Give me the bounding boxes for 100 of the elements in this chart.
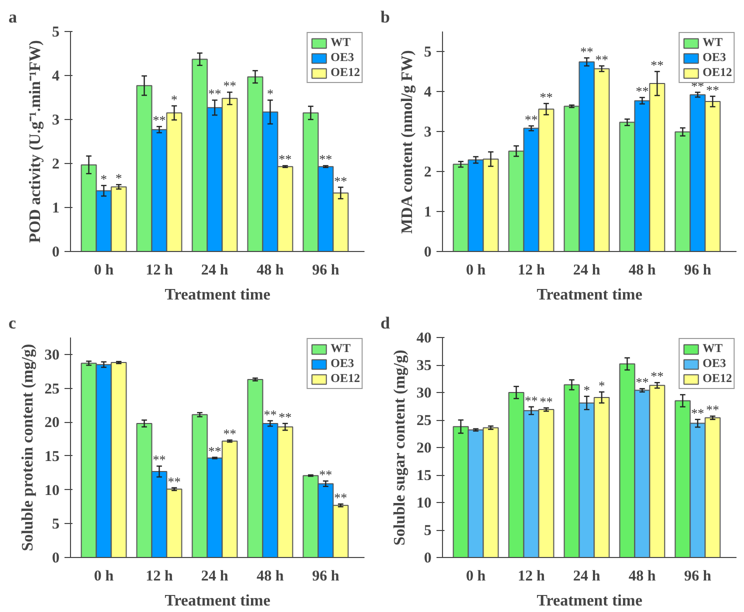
x-tick-label: 24 h — [573, 568, 601, 584]
data-label: ** — [208, 86, 222, 102]
x-tick-label: 0 h — [94, 568, 114, 584]
y-tick-label: 3 — [424, 124, 432, 140]
legend-label: WT — [702, 341, 723, 356]
x-tick-label: 96 h — [312, 262, 340, 278]
x-tick-label: 0 h — [466, 262, 486, 278]
legend-label: WT — [330, 341, 351, 356]
y-tick-label: 0 — [424, 550, 432, 566]
y-tick-label: 15 — [416, 468, 432, 484]
legend-label: OE3 — [702, 50, 726, 65]
x-tick-label: 96 h — [312, 568, 340, 584]
x-tick-label: 12 h — [146, 568, 174, 584]
y-tick-label: 30 — [416, 386, 432, 402]
data-label: ** — [278, 409, 292, 424]
data-label: ** — [636, 374, 649, 390]
data-label: ** — [319, 152, 332, 167]
chart-title: c — [8, 314, 16, 332]
data-label: * — [266, 86, 274, 102]
x-tick-label: 48 h — [256, 568, 284, 584]
x-tick-label: 48 h — [256, 262, 284, 278]
x-tick-label: 96 h — [684, 568, 712, 584]
y-axis-title: Soluble sugar content (mg/g) — [392, 350, 408, 546]
legend-label: OE12 — [702, 65, 732, 80]
x-tick-label: 24 h — [201, 262, 229, 278]
x-tick-label: 12 h — [518, 568, 546, 584]
legend-label: OE3 — [702, 356, 726, 371]
y-tick-label: 0 — [52, 550, 60, 566]
legend-label: OE12 — [330, 371, 360, 386]
y-tick-label: 3 — [52, 112, 60, 128]
legend-label: OE3 — [330, 50, 354, 65]
data-label: ** — [152, 452, 166, 468]
y-tick-label: 4 — [424, 84, 432, 100]
data-label: ** — [334, 173, 348, 188]
y-axis-title: POD activity (U.g⁻¹.min⁻¹FW) — [27, 40, 44, 243]
data-label: ** — [524, 392, 538, 408]
y-tick-label: 5 — [424, 44, 432, 60]
data-label: ** — [691, 405, 704, 420]
data-label: ** — [595, 52, 608, 67]
data-label: ** — [706, 82, 720, 98]
data-label: * — [598, 378, 605, 393]
data-label: ** — [650, 58, 664, 72]
y-tick-label: 10 — [416, 496, 432, 512]
y-tick-label: 20 — [416, 440, 432, 456]
y-tick-label: 2 — [52, 156, 60, 172]
x-tick-label: 48 h — [628, 262, 656, 278]
x-axis-title: Treatment time — [536, 286, 642, 304]
y-tick-label: 30 — [44, 347, 60, 364]
data-label: ** — [223, 78, 236, 94]
data-label: ** — [223, 426, 236, 442]
data-label: ** — [540, 394, 553, 409]
data-label: * — [583, 382, 590, 398]
legend-label: OE12 — [702, 371, 732, 386]
x-tick-label: 0 h — [94, 262, 114, 278]
legend-label: OE3 — [330, 356, 354, 371]
data-label: ** — [580, 44, 594, 59]
x-axis-title: Treatment time — [536, 592, 642, 610]
legend-label: WT — [702, 35, 723, 50]
legend-label: OE12 — [330, 65, 360, 80]
data-label: ** — [208, 443, 222, 458]
y-tick-label: 2 — [424, 164, 432, 180]
y-axis-title: MDA content (nmol/g FW) — [399, 50, 416, 234]
x-tick-label: 24 h — [573, 262, 601, 278]
y-tick-label: 25 — [44, 381, 60, 398]
x-axis-title: Treatment time — [164, 286, 270, 304]
data-label: ** — [524, 112, 538, 127]
data-label: ** — [168, 474, 181, 489]
data-label: ** — [152, 112, 166, 128]
data-label: ** — [264, 406, 277, 422]
x-tick-label: 12 h — [518, 262, 546, 278]
y-tick-label: 4 — [52, 68, 60, 84]
y-tick-label: 1 — [424, 204, 432, 220]
y-tick-label: 15 — [44, 448, 60, 465]
x-axis-title: Treatment time — [164, 592, 270, 610]
data-label: ** — [334, 490, 348, 506]
y-axis-title: Soluble protein content (mg/g) — [20, 344, 36, 552]
chart-title: d — [380, 314, 390, 332]
y-tick-label: 5 — [52, 24, 60, 40]
data-label: * — [170, 92, 178, 107]
x-tick-label: 0 h — [466, 568, 486, 584]
x-tick-label: 96 h — [684, 262, 712, 278]
y-tick-label: 10 — [44, 482, 60, 499]
y-tick-label: 40 — [416, 330, 432, 346]
data-label: ** — [278, 152, 292, 167]
y-tick-label: 0 — [52, 244, 60, 260]
legend-label: WT — [330, 35, 351, 50]
x-tick-label: 12 h — [146, 262, 174, 278]
data-label: ** — [706, 402, 720, 418]
y-tick-label: 0 — [424, 244, 432, 260]
chart-title: a — [8, 8, 18, 26]
data-label: ** — [540, 90, 553, 104]
data-label: * — [116, 170, 122, 186]
x-tick-label: 24 h — [201, 568, 229, 584]
y-tick-label: 1 — [52, 200, 60, 216]
data-label: ** — [636, 84, 649, 98]
y-tick-label: 35 — [416, 358, 432, 374]
data-label: ** — [650, 368, 664, 384]
y-tick-label: 5 — [52, 516, 60, 533]
data-label: ** — [319, 467, 332, 482]
y-tick-label: 25 — [416, 413, 432, 429]
